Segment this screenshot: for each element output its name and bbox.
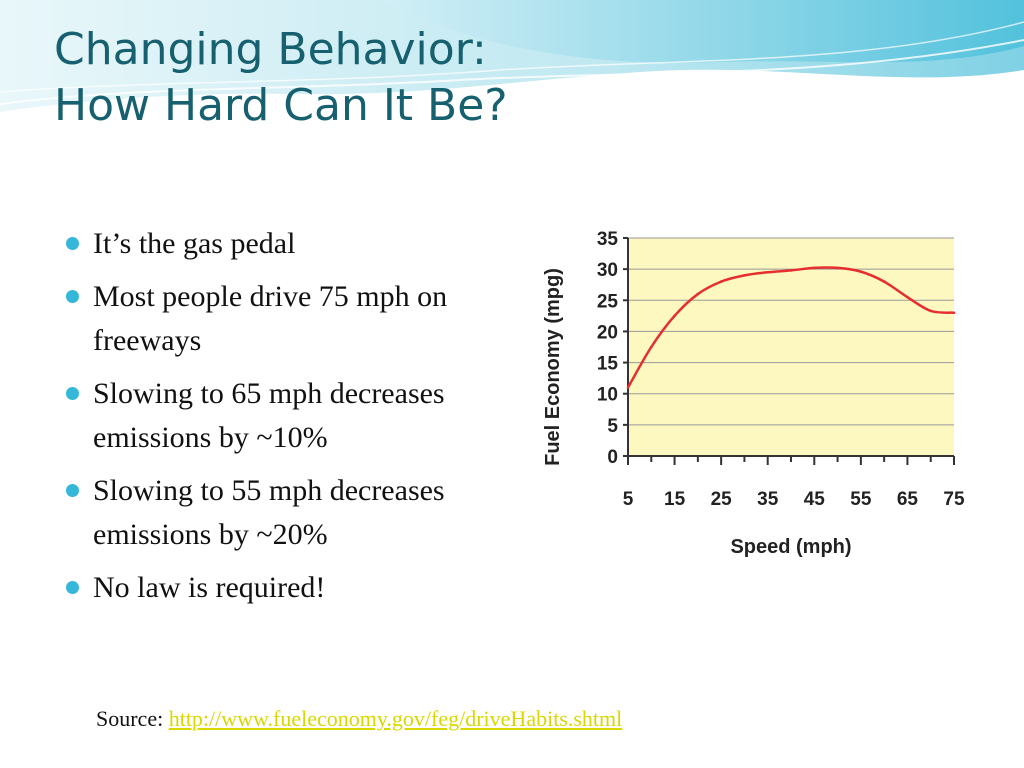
data-point (789, 269, 793, 272)
bullet-item: It’s the gas pedal (64, 222, 484, 266)
bullet-list: It’s the gas pedal Most people drive 75 … (64, 222, 484, 619)
bullet-item: Slowing to 55 mph decreases emissions by… (64, 469, 484, 557)
x-tick-label: 25 (711, 489, 733, 510)
fuel-economy-chart: 0 5 10 15 20 25 30 35 5 15 25 35 45 55 65 75 Speed (mph)… (508, 197, 998, 577)
bullet-text: It’s the gas pedal (93, 227, 296, 260)
source-label: Source: (96, 706, 164, 731)
title-line-1: Changing Behavior: (54, 24, 487, 75)
data-point (766, 270, 770, 274)
title-line-2: How Hard Can It Be? (54, 80, 508, 131)
y-tick-label: 10 (597, 385, 618, 406)
x-tick-label: 15 (664, 489, 686, 510)
data-point (626, 386, 630, 389)
x-tick-label: 45 (804, 489, 826, 510)
y-tick-label: 30 (597, 260, 618, 281)
bullet-item: Slowing to 65 mph decreases emissions by… (64, 372, 484, 460)
bullet-text: Most people drive 75 mph on freeways (93, 280, 448, 357)
data-point (696, 292, 700, 296)
data-point (719, 280, 723, 283)
bullet-text: Slowing to 65 mph decreases emissions by… (93, 377, 445, 454)
data-point (929, 309, 933, 313)
bullet-text: Slowing to 55 mph decreases emissions by… (93, 474, 445, 551)
x-tick-label: 5 (623, 489, 634, 510)
source-citation: Source: http://www.fueleconomy.gov/feg/d… (96, 706, 622, 732)
bullet-item: No law is required! (64, 566, 484, 610)
bullet-text: No law is required! (93, 571, 326, 604)
bullet-dot-icon (66, 387, 79, 400)
x-tick-label: 75 (943, 489, 965, 510)
x-tick-label: 55 (850, 489, 872, 510)
y-tick-label: 15 (597, 354, 619, 375)
y-axis-label: Fuel Economy (mpg) (542, 268, 564, 466)
data-point (859, 270, 863, 273)
y-tick-label: 0 (607, 447, 618, 468)
source-link[interactable]: http://www.fueleconomy.gov/feg/driveHabi… (168, 706, 623, 731)
data-point (649, 345, 653, 349)
data-point (906, 295, 909, 299)
y-tick-label: 20 (597, 322, 618, 343)
x-tick-label: 35 (757, 489, 779, 510)
data-point (673, 314, 676, 318)
y-tick-label: 25 (597, 291, 619, 312)
plot-area (628, 238, 954, 456)
bullet-dot-icon (66, 290, 79, 303)
data-point (952, 311, 956, 315)
bullet-dot-icon (66, 484, 79, 497)
bullet-dot-icon (66, 581, 79, 594)
data-point (743, 274, 746, 277)
header-wave-decoration (0, 0, 1024, 112)
y-tick-label: 5 (607, 416, 618, 437)
data-point (882, 280, 886, 283)
data-point (812, 266, 816, 270)
x-tick-label: 65 (897, 489, 919, 510)
slide-title: Changing Behavior: How Hard Can It Be? (54, 22, 508, 134)
bullet-dot-icon (66, 237, 79, 250)
x-axis-label: Speed (mph) (730, 536, 851, 558)
bullet-item: Most people drive 75 mph on freeways (64, 275, 484, 363)
y-tick-label: 35 (597, 229, 619, 250)
data-point (836, 266, 839, 270)
